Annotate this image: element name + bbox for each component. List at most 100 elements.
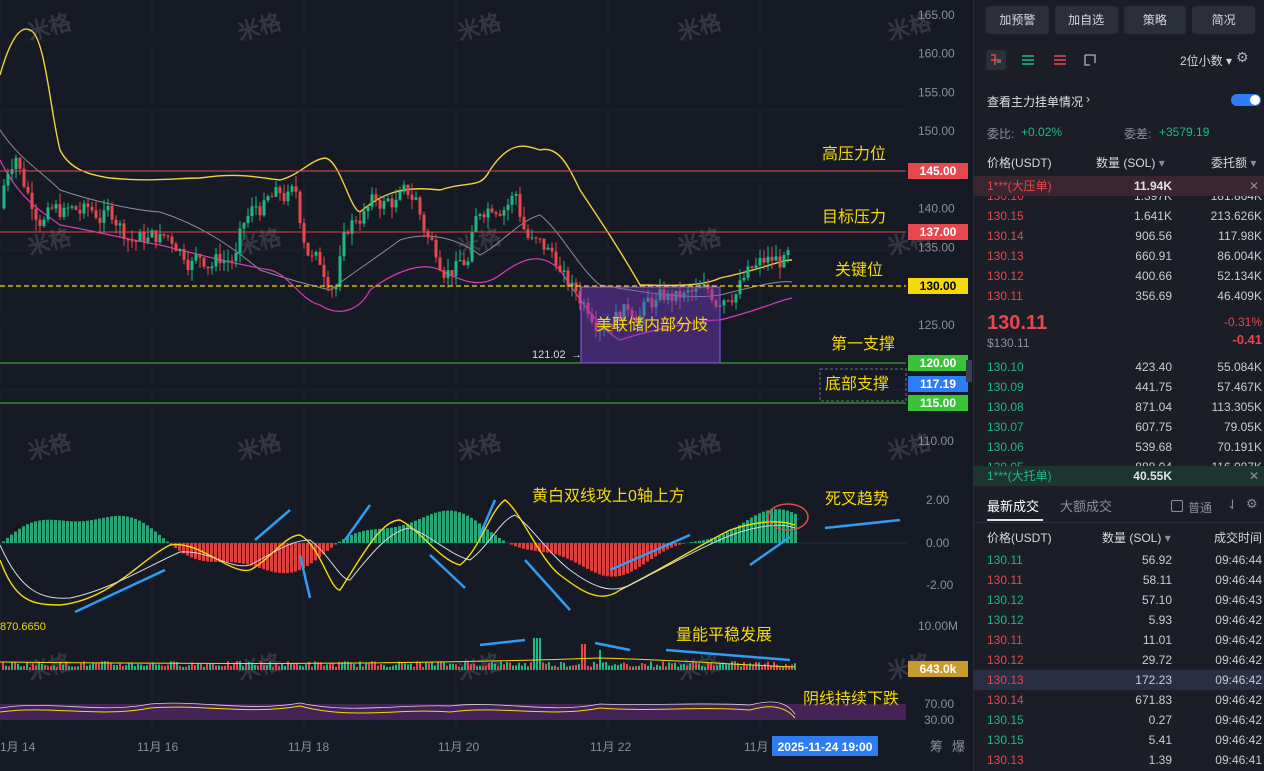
candle-body xyxy=(78,209,82,214)
candle-body xyxy=(678,290,682,298)
volume-bar xyxy=(584,644,586,670)
add-alert-button[interactable]: 加预警 xyxy=(986,6,1049,34)
macd-histogram-bar xyxy=(194,543,197,560)
main-orders-link[interactable]: 查看主力挂单情况 xyxy=(987,95,1084,109)
candle-body xyxy=(682,292,686,298)
candle-body xyxy=(262,200,266,216)
macd-histogram-bar xyxy=(614,543,617,577)
macd-histogram-bar xyxy=(402,525,405,543)
macd-histogram-bar xyxy=(110,516,113,543)
volume-bar xyxy=(188,665,190,670)
volume-bar xyxy=(476,666,478,670)
ratio-value: +0.02% xyxy=(1021,125,1063,139)
macd-histogram-bar xyxy=(406,523,409,543)
filter-icon[interactable]: ⇃ xyxy=(1227,497,1238,512)
candle-body xyxy=(206,266,210,269)
ask-row[interactable]: 130.12 400.66 52.134K xyxy=(974,266,1264,286)
trade-row[interactable]: 130.13 172.23 09:46:42 xyxy=(974,670,1264,690)
settings-icon[interactable]: ⚙ xyxy=(1246,496,1258,511)
trade-qty-header[interactable]: 数量 (SOL) ▾ xyxy=(1102,529,1171,546)
macd-histogram-bar xyxy=(6,537,9,543)
ask-row[interactable]: 130.13 660.91 86.004K xyxy=(974,246,1264,266)
normal-checkbox[interactable] xyxy=(1171,500,1183,512)
orderbook-asks-icon[interactable] xyxy=(1050,50,1070,70)
volume-bar xyxy=(494,663,496,670)
tab-latest-trades[interactable]: 最新成交 xyxy=(987,499,1040,514)
close-icon[interactable]: ✕ xyxy=(1248,469,1259,483)
macd-histogram-bar xyxy=(54,519,57,543)
volume-bar xyxy=(374,661,376,670)
close-icon[interactable]: ✕ xyxy=(1248,179,1259,193)
macd-histogram-bar xyxy=(462,513,465,543)
price-axis-label: 110.00 xyxy=(918,434,954,448)
trade-row[interactable]: 130.11 58.11 09:46:44 xyxy=(974,570,1264,590)
strategy-button[interactable]: 策略 xyxy=(1123,6,1187,34)
trade-row[interactable]: 130.11 11.01 09:46:42 xyxy=(974,630,1264,650)
big-bid-banner[interactable]: 1***(大托单) 40.55K ✕ xyxy=(974,466,1264,486)
candle-body xyxy=(642,301,646,316)
candle-body xyxy=(394,199,398,208)
macd-histogram-bar xyxy=(98,518,101,543)
trade-row[interactable]: 130.12 29.72 09:46:42 xyxy=(974,650,1264,670)
tab-large-trades[interactable]: 大额成交 xyxy=(1060,499,1113,514)
volume-bar xyxy=(665,666,667,670)
ask-row[interactable]: 130.15 1.641K 213.626K xyxy=(974,206,1264,226)
volume-bar xyxy=(266,665,268,670)
candle-body xyxy=(134,241,138,243)
trade-row[interactable]: 130.15 5.41 09:46:42 xyxy=(974,730,1264,750)
trade-row[interactable]: 130.12 5.93 09:46:42 xyxy=(974,610,1264,630)
volume-bar xyxy=(644,663,646,670)
volume-bar xyxy=(653,666,655,670)
main-orders-toggle[interactable] xyxy=(1231,94,1261,106)
macd-histogram-bar xyxy=(422,517,425,543)
big-ask-banner[interactable]: 1***(大压单) 11.94K ✕ xyxy=(974,176,1264,196)
candle-body xyxy=(202,257,206,267)
candle-body xyxy=(590,313,594,323)
ask-price: 130.15 xyxy=(987,209,1024,223)
trend-arrow xyxy=(343,504,372,541)
volume-bar xyxy=(287,661,289,670)
add-watchlist-button[interactable]: 加自选 xyxy=(1054,6,1118,34)
volume-bar xyxy=(128,662,130,670)
decimal-select[interactable]: 2位小数 ▾ xyxy=(1180,52,1232,69)
trade-row[interactable]: 130.12 57.10 09:46:43 xyxy=(974,590,1264,610)
volume-bar xyxy=(749,663,751,670)
overview-button[interactable]: 简况 xyxy=(1192,6,1255,34)
orderbook-both-icon[interactable] xyxy=(986,50,1006,70)
volume-bar xyxy=(719,663,721,670)
amount-header[interactable]: 委托额 ▾ xyxy=(1211,154,1256,171)
price-chart-area[interactable]: 米格米格米格米格米格米格米格米格米格米格米格米格米格米格米格米格米格米格米格米格… xyxy=(0,0,972,771)
trade-row[interactable]: 130.11 56.92 09:46:44 xyxy=(974,550,1264,570)
candlestick-chart[interactable]: 米格米格米格米格米格米格米格米格米格米格米格米格米格米格米格米格米格米格米格米格… xyxy=(0,0,972,771)
qty-header[interactable]: 数量 (SOL) ▾ xyxy=(1096,154,1165,171)
trade-row[interactable]: 130.14 671.83 09:46:42 xyxy=(974,690,1264,710)
panel-collapse-handle[interactable] xyxy=(966,360,972,382)
candle-body xyxy=(478,214,482,217)
ask-row[interactable]: 130.11 356.69 46.409K xyxy=(974,286,1264,306)
macd-histogram-bar xyxy=(626,543,629,574)
candle-body xyxy=(310,255,314,257)
volume-bar xyxy=(716,665,718,670)
trade-row[interactable]: 130.13 1.39 09:46:41 xyxy=(974,750,1264,770)
orderbook-bids-icon[interactable] xyxy=(1018,50,1038,70)
trade-row[interactable]: 130.15 0.27 09:46:42 xyxy=(974,710,1264,730)
bid-row[interactable]: 130.08 871.04 113.305K xyxy=(974,397,1264,417)
bid-row[interactable]: 130.10 423.40 55.084K xyxy=(974,357,1264,377)
volume-bar xyxy=(269,661,271,670)
ask-row[interactable]: 130.14 906.56 117.98K xyxy=(974,226,1264,246)
bid-row[interactable]: 130.06 539.68 70.191K xyxy=(974,437,1264,457)
orderbook-depth-icon[interactable] xyxy=(1080,50,1100,70)
candle-body xyxy=(62,207,66,217)
candle-body xyxy=(518,194,522,217)
candle-body xyxy=(354,220,358,222)
settings-icon[interactable]: ⚙ xyxy=(1236,49,1249,65)
candle-body xyxy=(386,198,390,202)
candle-body xyxy=(334,286,338,290)
candle-body xyxy=(102,210,106,223)
volume-bar xyxy=(215,665,217,670)
trend-arrow xyxy=(74,568,166,614)
bid-row[interactable]: 130.07 607.75 79.05K xyxy=(974,417,1264,437)
volume-bar xyxy=(527,666,529,670)
bid-row[interactable]: 130.09 441.75 57.467K xyxy=(974,377,1264,397)
candle-body xyxy=(158,233,162,243)
